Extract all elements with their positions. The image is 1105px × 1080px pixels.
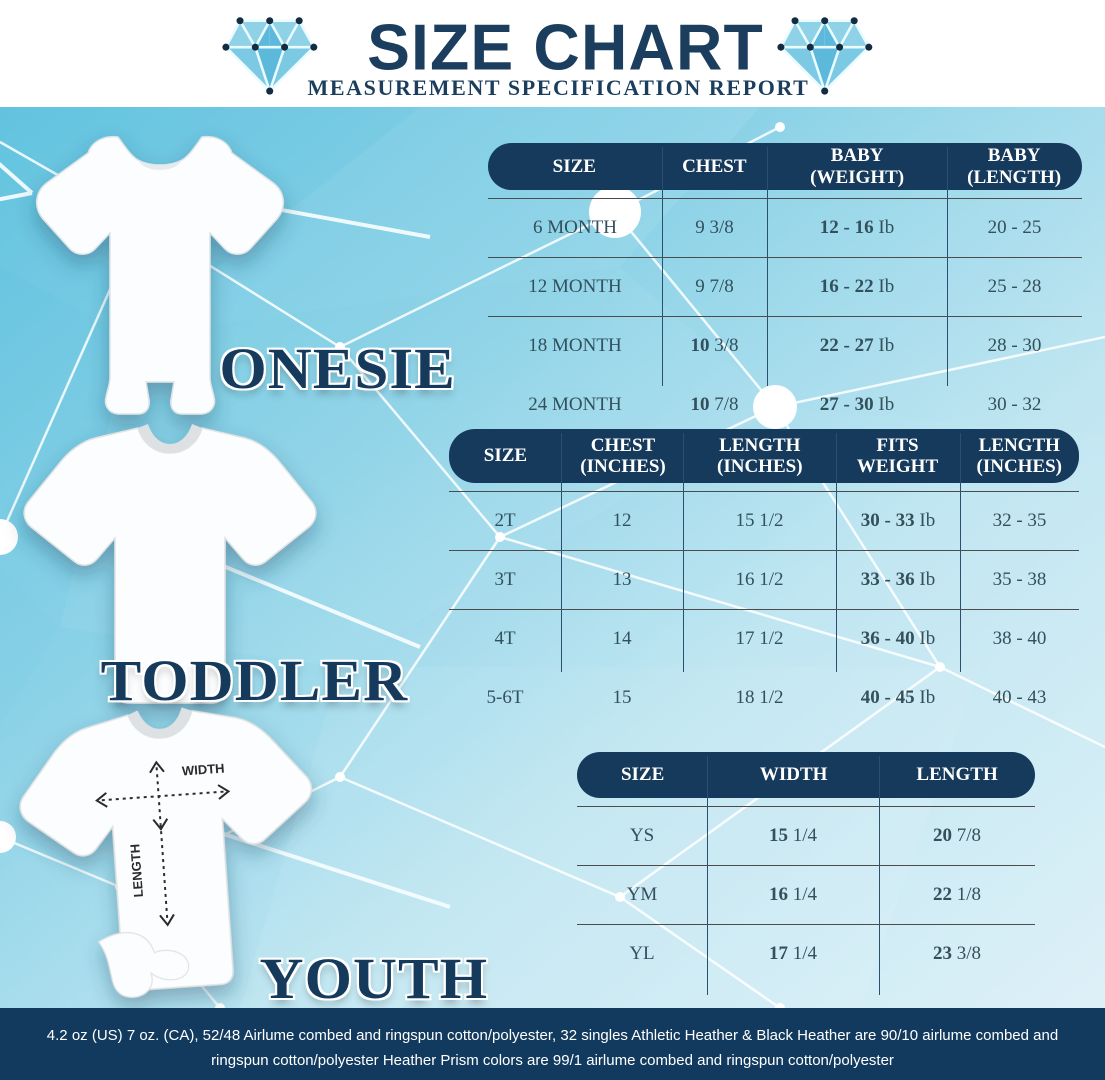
svg-text:WIDTH: WIDTH [181, 761, 225, 779]
